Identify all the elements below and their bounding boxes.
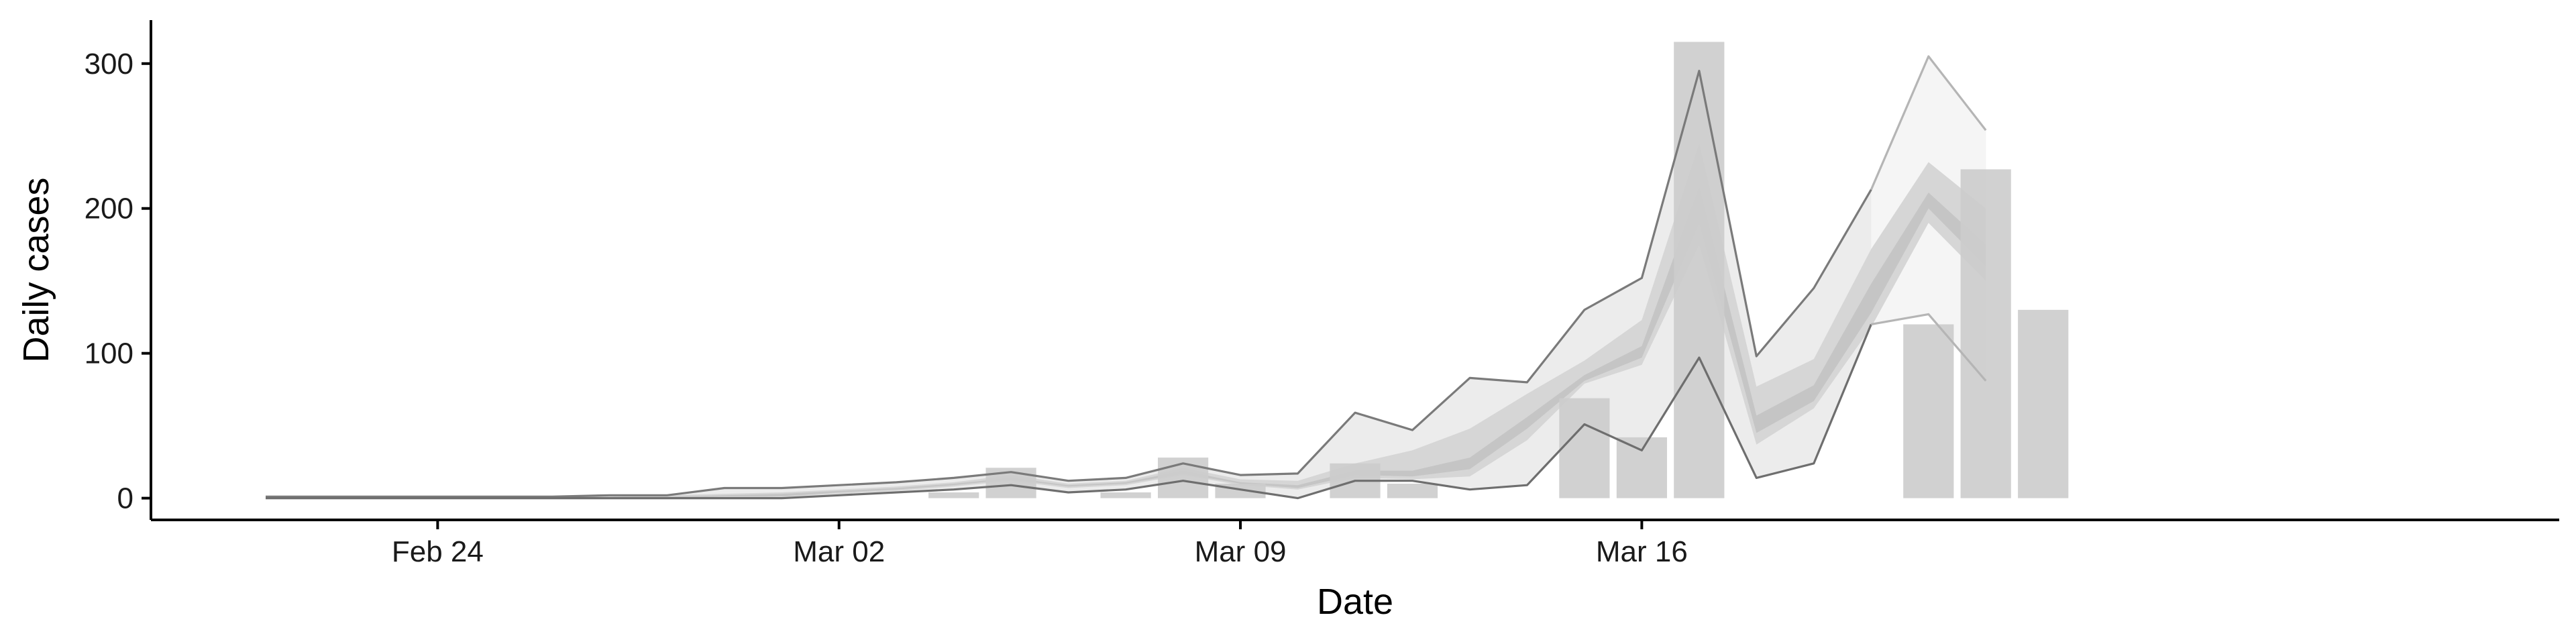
upper-estimate-line: [266, 70, 1872, 498]
x-tick-label: Feb 24: [392, 535, 484, 568]
daily-case-bar: [1903, 324, 1954, 498]
daily-case-bar: [1559, 398, 1610, 498]
daily-case-bar: [1674, 42, 1725, 498]
x-tick-label: Mar 09: [1195, 535, 1287, 568]
x-axis-ticks: Feb 24 Mar 02 Mar 09 Mar 16: [392, 520, 1688, 568]
estimate-bands: [266, 56, 1986, 498]
y-tick-label: 0: [117, 482, 133, 515]
y-tick-label: 100: [85, 337, 133, 370]
lower-estimate-line-recent: [1871, 313, 1987, 382]
middle-credible-band: [266, 143, 1986, 498]
y-tick-label: 200: [85, 193, 133, 225]
daily-case-bar: [928, 492, 979, 498]
upper-estimate-line-recent: [1870, 55, 1987, 191]
x-tick-label: Mar 16: [1596, 535, 1688, 568]
daily-case-bar: [1387, 484, 1438, 498]
daily-case-bar: [1960, 169, 2011, 498]
y-axis-ticks: 0 100 200 300: [85, 48, 151, 515]
x-axis-title: Date: [1317, 582, 1393, 622]
daily-case-bar: [1100, 492, 1151, 498]
lower-estimate-line: [266, 323, 1872, 500]
y-tick-label: 300: [85, 48, 133, 80]
axes: Feb 24 Mar 02 Mar 09 Mar 16 0 100 200 300: [85, 20, 2559, 568]
daily-case-bar: [2018, 309, 2069, 498]
estimate-lines: [266, 55, 1987, 500]
daily-case-bar: [1616, 437, 1667, 498]
x-tick-label: Mar 02: [793, 535, 885, 568]
daily-case-bars: [928, 42, 2069, 498]
y-axis-title: Daily cases: [16, 177, 56, 362]
